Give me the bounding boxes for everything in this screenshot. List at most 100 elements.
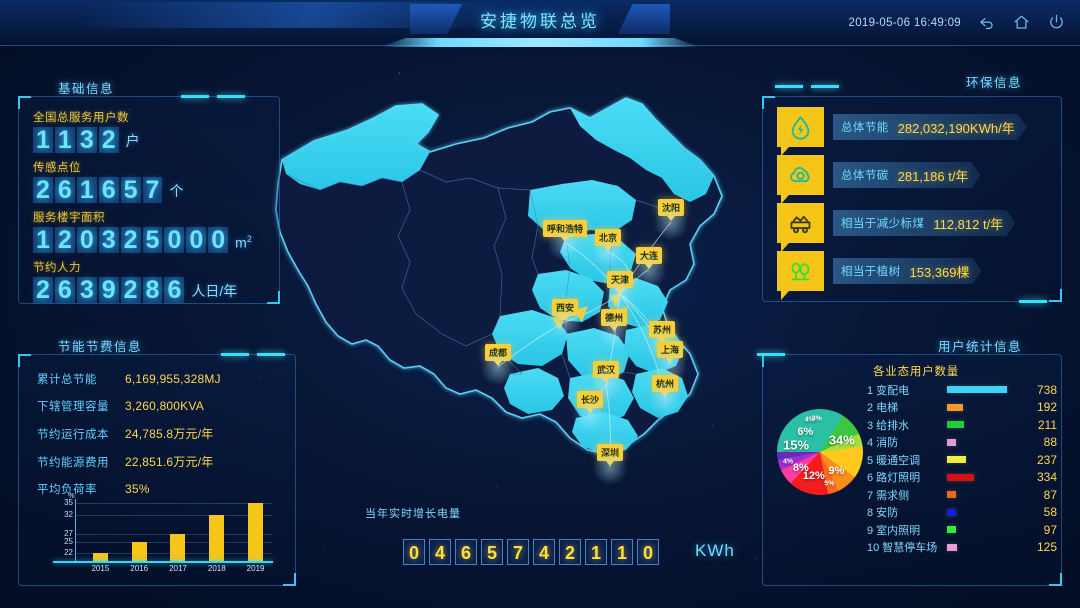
digit-cell: 9 xyxy=(98,277,119,303)
counter-digit: 1 xyxy=(585,539,607,565)
y-tick-label: 22 xyxy=(64,548,73,558)
map-city-marker[interactable]: 北京 xyxy=(590,229,625,270)
legend-bar xyxy=(947,456,967,464)
legend-label: 7 需求侧 xyxy=(867,489,910,502)
saving-info-dashbar xyxy=(221,353,285,356)
digit-cell: 0 xyxy=(164,227,185,253)
list-item[interactable]: 3 给排水 211 xyxy=(867,416,1057,434)
saving-info-label: 下辖管理容量 xyxy=(37,401,109,413)
digit-cell: 1 xyxy=(33,127,53,153)
list-item[interactable]: 4 消防 88 xyxy=(867,434,1057,452)
legend-label: 4 消防 xyxy=(867,437,899,450)
map-city-marker[interactable]: 杭州 xyxy=(647,375,682,416)
legend-label: 1 变配电 xyxy=(867,384,910,397)
map-city-marker[interactable]: 沈阳 xyxy=(653,199,688,240)
env-info-value: 112,812 t/年 xyxy=(933,216,1004,232)
digit-cell: 8 xyxy=(142,277,163,303)
business-type-pie-chart[interactable] xyxy=(777,409,863,495)
legend-value: 58 xyxy=(1043,505,1057,520)
map-city-label: 苏州 xyxy=(648,321,676,343)
map-city-marker[interactable]: 大连 xyxy=(631,247,666,288)
list-item[interactable]: 5 暖通空调 237 xyxy=(867,451,1057,469)
digit-cell: 0 xyxy=(186,227,207,253)
header-datetime: 2019-05-06 16:49:09 xyxy=(848,16,961,29)
map-city-marker[interactable]: 上海 xyxy=(652,341,687,382)
legend-bar-wrap xyxy=(947,539,1009,557)
y-tick-label: 32 xyxy=(64,509,73,519)
gridline xyxy=(76,502,272,504)
china-map[interactable]: 沈阳呼和浩特 北京 大连 天津西安 德州 苏州 上海 成都 武汉 杭州 长沙深圳 xyxy=(270,78,740,485)
digit-cell: 3 xyxy=(98,227,119,253)
list-item[interactable]: 1 变配电 738 xyxy=(867,381,1057,399)
home-icon[interactable] xyxy=(1012,13,1031,32)
digit-cell: 0 xyxy=(208,227,229,253)
legend-label: 10 智慧停车场 xyxy=(867,542,938,555)
counter-digit: 0 xyxy=(637,539,659,565)
legend-label: 8 安防 xyxy=(867,507,899,520)
basic-info-label: 节约人力 xyxy=(33,262,81,274)
header-toolbar: 2019-05-06 16:49:09 xyxy=(849,13,1067,32)
saving-info-label: 平均负荷率 xyxy=(37,484,97,496)
map-city-label: 大连 xyxy=(635,247,663,269)
legend-value: 88 xyxy=(1043,435,1057,450)
gridline xyxy=(76,514,272,516)
map-city-marker[interactable]: 西安 xyxy=(547,299,582,340)
digit-cell: 1 xyxy=(33,227,53,253)
saving-info-row: 平均负荷率 35% xyxy=(37,481,221,497)
list-item[interactable]: 6 路灯照明 334 xyxy=(867,469,1057,487)
load-rate-bar-chart: % 22 25 27 32 35 2015 2016 2017 2018 2019 xyxy=(45,491,279,579)
map-city-marker[interactable]: 武汉 xyxy=(588,361,623,402)
map-city-label: 天津 xyxy=(606,271,634,293)
env-info-label: 相当于减少标煤 xyxy=(841,218,925,230)
counter-digit: 4 xyxy=(533,539,555,565)
basic-info-unit: 人日/年 xyxy=(191,283,238,299)
legend-value: 192 xyxy=(1036,400,1057,415)
counter-digit: 2 xyxy=(559,539,581,565)
map-city-marker[interactable]: 天津 xyxy=(602,271,637,312)
list-item[interactable]: 7 需求侧 87 xyxy=(867,486,1057,504)
list-item[interactable]: 2 电梯 192 xyxy=(867,399,1057,417)
bar xyxy=(131,541,147,561)
env-info-title: 环保信息 xyxy=(965,76,1022,90)
power-icon[interactable] xyxy=(1047,13,1066,32)
legend-label: 2 电梯 xyxy=(867,402,899,415)
counter-unit: KWh xyxy=(695,541,735,560)
map-city-marker[interactable]: 呼和浩特 xyxy=(542,220,588,261)
legend-bar xyxy=(947,438,956,446)
map-city-marker[interactable]: 德州 xyxy=(596,309,631,350)
saving-info-value: 24,785.8万元/年 xyxy=(125,427,214,441)
map-city-label: 北京 xyxy=(594,229,622,251)
business-type-legend-list: 1 变配电 738 2 电梯 192 3 给排水 211 4 消防 88 5 暖通空调 237 6 … xyxy=(867,381,1057,556)
basic-info-row: 传感点位 2 6 1 6 5 7 个 xyxy=(33,159,183,203)
legend-bar-wrap xyxy=(947,451,1009,469)
basic-info-title: 基础信息 xyxy=(58,82,115,96)
back-icon[interactable] xyxy=(977,13,996,32)
legend-bar xyxy=(947,473,975,481)
counter-digit: 5 xyxy=(481,539,503,565)
list-item[interactable]: 10 智慧停车场 125 xyxy=(867,539,1057,557)
map-city-marker[interactable]: 深圳 xyxy=(592,444,627,485)
list-item[interactable]: 9 室内照明 97 xyxy=(867,521,1057,539)
saving-info-label: 累计总节能 xyxy=(37,374,97,386)
legend-label: 3 给排水 xyxy=(867,419,910,432)
env-info-value: 282,032,190KWh/年 xyxy=(897,120,1015,136)
legend-bar xyxy=(947,543,958,551)
map-city-marker[interactable]: 长沙 xyxy=(572,391,607,432)
list-item[interactable]: 8 安防 58 xyxy=(867,504,1057,522)
basic-info-label: 服务楼宇面积 xyxy=(33,212,105,224)
env-info-dashbar-bottom xyxy=(1019,300,1047,303)
digit-cell: 2 xyxy=(33,277,53,303)
digit-cell: 2 xyxy=(33,177,53,203)
legend-label: 9 室内照明 xyxy=(867,524,921,537)
basic-info-value: 2 6 3 9 2 8 6 人日/年 xyxy=(33,277,237,303)
map-city-marker[interactable]: 苏州 xyxy=(644,321,679,362)
env-info-dashbar xyxy=(775,85,839,88)
basic-info-unit: 个 xyxy=(169,183,184,199)
map-city-marker[interactable]: 成都 xyxy=(480,344,515,385)
basic-info-label: 全国总服务用户数 xyxy=(33,112,129,124)
digit-cell: 6 xyxy=(98,177,119,203)
legend-value: 211 xyxy=(1037,417,1057,432)
